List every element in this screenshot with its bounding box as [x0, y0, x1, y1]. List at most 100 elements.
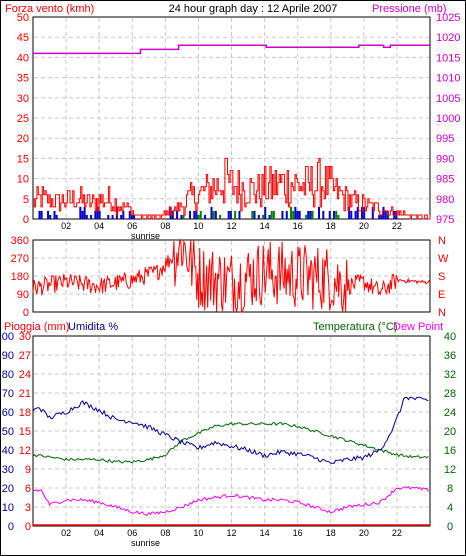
rain-tick-2: 6	[25, 483, 31, 495]
gust-bar	[38, 210, 41, 219]
wind-direction-frame	[32, 239, 431, 313]
humidity-tick-8: 80	[2, 369, 14, 381]
humidity-tick-5: 50	[2, 426, 14, 438]
wind-speed-tick-7: 35	[17, 73, 29, 85]
temperature-line	[32, 421, 429, 464]
temperature-tick-3: 12	[444, 464, 456, 476]
temperature-tick-1: 4	[447, 502, 453, 514]
gust-bar	[270, 210, 273, 219]
gust-bar	[234, 210, 237, 219]
gust-bar	[309, 210, 312, 219]
gust-bar	[115, 206, 118, 219]
wind-speed-ticks: 0 5 10 15 20 25 30 35 40 45 50	[17, 12, 29, 226]
pressure-tick-2: 985	[436, 174, 454, 186]
gust-bar	[176, 210, 179, 219]
gust-bar	[361, 206, 364, 219]
direction-degree-tick-4: 360	[11, 235, 29, 247]
x-tick-label-8: 18	[326, 528, 336, 538]
gust-bar	[262, 214, 265, 219]
rain-tick-0: 0	[25, 521, 31, 533]
wind-bars	[38, 206, 398, 219]
rain-ticks: 0 3 6 9 12 15 18 21 24 27 30	[19, 331, 31, 533]
gust-bar	[214, 210, 217, 219]
gust-bar	[350, 210, 353, 219]
pressure-axis-title: Pressione (mb)	[372, 3, 447, 15]
temperature-tick-6: 24	[444, 407, 456, 419]
pressure-tick-9: 1020	[436, 32, 460, 44]
temperature-ticks: 0 4 8 12 16 20 24 28 32 36 40	[444, 331, 456, 533]
gust-bar	[111, 214, 114, 219]
gust-bar	[94, 210, 97, 219]
gust-bar	[40, 210, 43, 219]
temperature-tick-9: 36	[444, 350, 456, 362]
rain-tick-6: 18	[19, 407, 31, 419]
gust-bar	[384, 210, 387, 219]
x-tick-label-5: 12	[226, 221, 236, 231]
wind-direction-grid	[34, 241, 429, 311]
wind-speed-tick-6: 30	[17, 93, 29, 105]
x-tick-label-1: 04	[94, 528, 104, 538]
humidity-tick-6: 60	[2, 407, 14, 419]
gust-bar	[107, 214, 110, 219]
pressure-tick-6: 1005	[436, 93, 460, 105]
gust-bar	[264, 206, 267, 219]
x-tick-label-6: 14	[260, 528, 270, 538]
pressure-line	[33, 44, 430, 55]
x-tick-label-3: 08	[160, 528, 170, 538]
temp-humidity-panel: 0102030405060708090100 03691215182124273…	[0, 331, 456, 533]
pressure-tick-7: 1010	[436, 73, 460, 85]
wind-speed-tick-2: 10	[17, 174, 29, 186]
gust-bar	[195, 210, 198, 219]
gust-bar	[307, 210, 310, 219]
x-tick-label-4: 10	[193, 221, 203, 231]
pressure-tick-4: 995	[436, 133, 454, 145]
wind-pressure-grid	[34, 18, 429, 218]
gust-bar	[294, 206, 297, 219]
temperature-tick-2: 8	[447, 483, 453, 495]
gust-bar	[354, 210, 357, 219]
gust-bar	[238, 210, 241, 219]
x-tick-label-6: 14	[260, 221, 270, 231]
temperature-tick-5: 20	[444, 426, 456, 438]
wind-x-tick-labels: 02 04 06 08 10 12 14 16 18 20 22 sunrise	[61, 221, 402, 241]
rain-tick-7: 21	[19, 388, 31, 400]
direction-compass-tick-2: S	[438, 271, 445, 283]
gust-bar	[122, 210, 125, 219]
temp-humidity-grid	[34, 337, 429, 525]
pressure-tick-8: 1015	[436, 52, 460, 64]
humidity-tick-10: 100	[0, 331, 14, 343]
gust-bar	[328, 210, 331, 219]
direction-compass-tick-4: N	[438, 307, 446, 319]
gust-bar	[55, 214, 58, 219]
humidity-axis-title: Umidita %	[68, 321, 118, 333]
gust-bar	[356, 206, 359, 219]
humidity-tick-3: 30	[2, 464, 14, 476]
gust-bar	[128, 210, 131, 219]
wind-speed-tick-0: 0	[23, 214, 29, 226]
humidity-tick-4: 40	[2, 445, 14, 457]
rain-tick-5: 15	[19, 426, 31, 438]
gust-bar	[85, 214, 88, 219]
gust-bar	[79, 206, 82, 219]
wind-direction-line	[32, 238, 431, 313]
gust-bar	[257, 214, 260, 219]
rain-tick-8: 24	[19, 369, 31, 381]
gust-bar	[322, 210, 325, 219]
direction-degree-tick-2: 180	[11, 271, 29, 283]
temp-x-tick-labels: 02 04 06 08 10 12 14 16 18 20 22 sunrise	[61, 528, 402, 548]
direction-degree-tick-0: 0	[23, 307, 29, 319]
gust-bar	[204, 214, 207, 219]
pressure-tick-10: 1025	[436, 12, 460, 24]
gust-bar	[292, 210, 295, 219]
gust-bar	[212, 210, 215, 219]
humidity-tick-0: 0	[8, 521, 14, 533]
gust-bar	[311, 210, 314, 219]
gust-bar	[199, 210, 202, 219]
gust-bar	[180, 214, 183, 219]
x-tick-label-1: 04	[94, 221, 104, 231]
wind-speed-tick-3: 15	[17, 153, 29, 165]
dewpoint-axis-title: Dew Point	[393, 321, 443, 333]
sunrise-label: sunrise	[131, 231, 160, 241]
gust-bar	[268, 214, 271, 219]
